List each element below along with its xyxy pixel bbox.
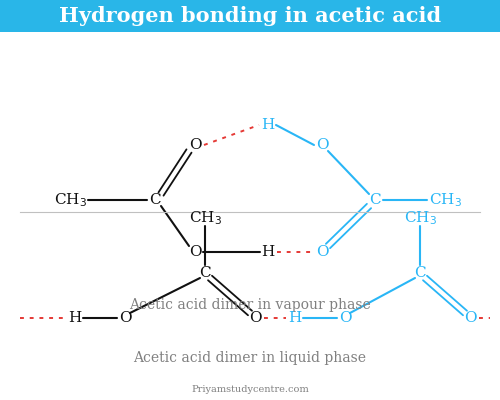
Text: Hydrogen bonding in acetic acid: Hydrogen bonding in acetic acid [59, 6, 441, 26]
Text: C: C [199, 266, 211, 280]
Text: H: H [262, 245, 274, 259]
Text: O: O [118, 311, 132, 325]
Text: Acetic acid dimer in liquid phase: Acetic acid dimer in liquid phase [134, 351, 366, 365]
Text: O: O [188, 245, 202, 259]
Text: O: O [188, 138, 202, 152]
Text: CH$_3$: CH$_3$ [54, 191, 86, 209]
Text: H: H [288, 311, 302, 325]
Text: CH$_3$: CH$_3$ [188, 209, 222, 227]
Text: O: O [464, 311, 476, 325]
Text: CH$_3$: CH$_3$ [428, 191, 462, 209]
Text: H: H [68, 311, 82, 325]
Text: C: C [149, 193, 161, 207]
Text: O: O [316, 245, 328, 259]
Text: H: H [262, 118, 274, 132]
Text: CH$_3$: CH$_3$ [404, 209, 436, 227]
Text: C: C [369, 193, 381, 207]
Text: C: C [414, 266, 426, 280]
Text: Acetic acid dimer in vapour phase: Acetic acid dimer in vapour phase [129, 298, 371, 312]
Bar [0, 0, 500, 32]
Text: O: O [338, 311, 351, 325]
Text: O: O [248, 311, 262, 325]
Text: Priyamstudycentre.com: Priyamstudycentre.com [191, 386, 309, 394]
Text: O: O [316, 138, 328, 152]
